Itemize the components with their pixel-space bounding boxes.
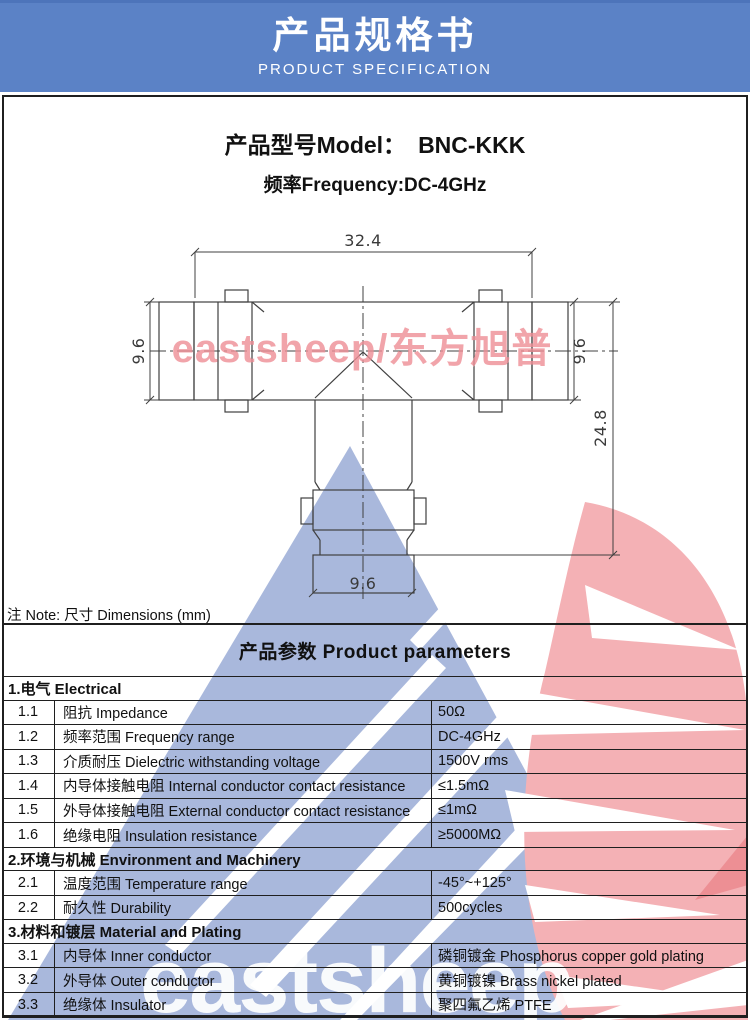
page-subtitle: PRODUCT SPECIFICATION (258, 60, 492, 78)
param-num: 3.3 (2, 992, 55, 1017)
centerlines (150, 286, 618, 600)
dimension-lines (144, 247, 620, 598)
spec-table: 产品参数 Product parameters 1.电气 Electrical 1… (2, 623, 748, 1018)
param-value: -45°~+125° (438, 875, 512, 892)
param-num: 1.5 (2, 798, 55, 823)
drawing-watermark-text: eastsheep/东方旭普 (172, 327, 553, 371)
param-name: 内导体 Inner conductor (55, 943, 432, 968)
param-name: 介质耐压 Dielectric withstanding voltage (55, 749, 432, 774)
param-num: 1.1 (2, 700, 55, 725)
param-value: 500cycles (438, 899, 503, 916)
param-name: 外导体 Outer conductor (55, 968, 432, 992)
table-row: 1.3 介质耐压 Dielectric withstanding voltage 1… (2, 749, 748, 775)
param-num: 3.2 (2, 968, 55, 992)
param-name: 外导体接触电阻 External conductor contact resis… (55, 798, 432, 823)
section-header: 1.电气 Electrical (2, 677, 748, 701)
table-row: 3.1 内导体 Inner conductor 磷铜镀金 Phosphorus co… (2, 943, 748, 969)
table-title: 产品参数 Product parameters (2, 625, 748, 677)
mountain-triangle-icon (8, 446, 660, 1020)
model-value: BNC-KKK (418, 132, 526, 158)
table-row: 1.2 频率范围 Frequency range DC-4GHz (2, 725, 748, 750)
param-num: 2.2 (2, 895, 55, 920)
param-name: 耐久性 Durability (55, 895, 432, 920)
table-row: 2.1 温度范围 Temperature range -45°~+125° (2, 871, 748, 896)
param-num: 1.2 (2, 725, 55, 749)
param-value: ≤1.5mΩ (438, 777, 490, 794)
dim-label-width: 32.4 (344, 231, 382, 250)
param-name: 阻抗 Impedance (55, 700, 432, 725)
param-num: 2.1 (2, 871, 55, 895)
model-label: 产品型号Model： (224, 132, 407, 158)
param-num: 3.1 (2, 943, 55, 968)
section-header: 2.环境与机械 Environment and Machinery (2, 848, 748, 872)
table-row: 3.3 绝缘体 Insulator 聚四氟乙烯 PTFE (2, 992, 748, 1018)
param-value: 聚四氟乙烯 PTFE (438, 998, 552, 1015)
table-row: 3.2 外导体 Outer conductor 黄铜镀镍 Brass nickel … (2, 968, 748, 993)
table-row: 1.1 阻抗 Impedance 50Ω (2, 700, 748, 726)
param-value: 黄铜镀镍 Brass nickel plated (438, 973, 622, 990)
table-row: 1.6 绝缘电阻 Insulation resistance ≥5000MΩ (2, 823, 748, 848)
param-value: 1500V rms (438, 753, 509, 770)
eagle-wing-icon (505, 502, 748, 1020)
page-header: 产品规格书 PRODUCT SPECIFICATION (0, 0, 750, 92)
param-name: 内导体接触电阻 Internal conductor contact resis… (55, 774, 432, 798)
param-value: 50Ω (438, 704, 465, 721)
content-frame (2, 95, 748, 1017)
table-row: 1.4 内导体接触电阻 Internal conductor contact re… (2, 774, 748, 799)
param-num: 1.3 (2, 749, 55, 774)
param-name: 绝缘体 Insulator (55, 992, 432, 1017)
dim-label-bottom-diameter: 9.6 (350, 574, 377, 593)
param-value: ≤1mΩ (438, 802, 477, 819)
dimension-labels: 32.4 9.6 9.6 24.8 9.6 (129, 231, 610, 593)
page-title: 产品规格书 (272, 15, 478, 57)
frequency-line: 频率Frequency:DC-4GHz (263, 175, 487, 196)
dim-label-height: 24.8 (591, 409, 610, 447)
param-value: DC-4GHz (438, 728, 501, 745)
param-value: ≥5000MΩ (438, 827, 502, 843)
section-header: 3.材料和镀层 Material and Plating (2, 920, 748, 944)
brand-watermark-text: eastsheep (140, 930, 572, 1025)
dim-label-right-diameter: 9.6 (570, 338, 589, 365)
model-line: 产品型号Model： BNC-KKK (0, 126, 750, 160)
param-value: 磷铜镀金 Phosphorus copper gold plating (438, 949, 704, 966)
param-name: 绝缘电阻 Insulation resistance (55, 823, 432, 847)
table-row: 2.2 耐久性 Durability 500cycles (2, 895, 748, 921)
dimensions-note: 注 Note: 尺寸 Dimensions (mm) (7, 608, 211, 624)
param-name: 温度范围 Temperature range (55, 871, 432, 895)
param-num: 1.6 (2, 823, 55, 847)
table-row: 1.5 外导体接触电阻 External conductor contact re… (2, 798, 748, 824)
param-name: 频率范围 Frequency range (55, 725, 432, 749)
dim-label-left-diameter: 9.6 (129, 338, 148, 365)
param-num: 1.4 (2, 774, 55, 798)
